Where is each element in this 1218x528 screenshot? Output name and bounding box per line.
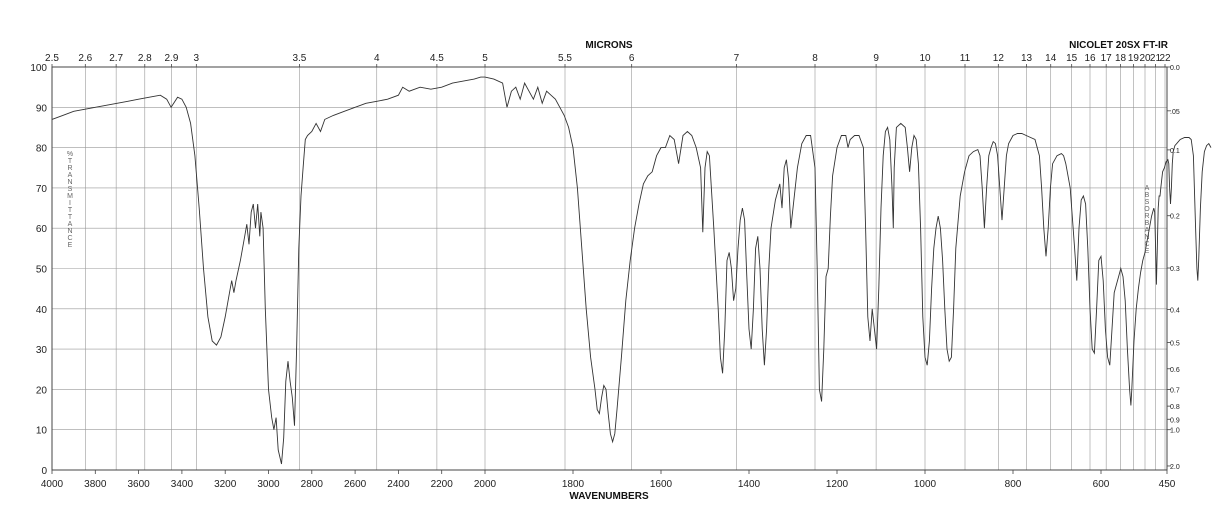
transmittance-tick-label: 40 (36, 305, 48, 316)
micron-tick-label: 17 (1101, 53, 1113, 64)
micron-tick-label: 21 (1150, 53, 1162, 64)
micron-tick-label: 12 (993, 53, 1005, 64)
wavenumber-tick-label: 2800 (301, 479, 324, 490)
micron-tick-label: 4 (374, 53, 380, 64)
absorbance-tick-label: 0.9 (1170, 417, 1180, 424)
grid-layer (51, 66, 1167, 471)
instrument-label: NICOLET 20SX FT-IR (1069, 40, 1169, 51)
wavenumbers-label: WAVENUMBERS (569, 491, 649, 502)
wavenumber-tick-label: 600 (1093, 479, 1110, 490)
micron-tick-label: 4.5 (430, 53, 444, 64)
micron-tick-label: 2.9 (164, 53, 178, 64)
wavenumber-tick-label: 3600 (127, 479, 150, 490)
wavenumber-tick-label: 1000 (914, 479, 937, 490)
micron-tick-label: 11 (960, 53, 971, 64)
spectrum-line (51, 76, 1212, 465)
transmittance-tick-label: 60 (36, 224, 48, 235)
micron-tick-label: 9 (873, 53, 879, 64)
absorbance-tick-label: .05 (1170, 109, 1180, 116)
transmittance-tick-label: 10 (36, 426, 48, 437)
wavenumber-tick-label: 800 (1005, 479, 1022, 490)
wavenumber-tick-label: 3000 (257, 479, 280, 490)
micron-tick-label: 10 (919, 53, 931, 64)
micron-tick-label: 16 (1084, 53, 1096, 64)
micron-tick-label: 18 (1115, 53, 1127, 64)
micron-tick-label: 14 (1045, 53, 1057, 64)
wavenumber-tick-label: 2200 (431, 479, 454, 490)
wavenumber-tick-label: 2600 (344, 479, 367, 490)
plot-frame (51, 66, 1168, 471)
micron-tick-label: 3.5 (292, 53, 306, 64)
absorbance-tick-label: 0.4 (1170, 308, 1180, 315)
micron-tick-label: 20 (1139, 53, 1151, 64)
microns-label: MICRONS (585, 40, 633, 51)
wavenumber-tick-label: 1400 (738, 479, 761, 490)
wavenumber-tick-label: 450 (1159, 479, 1176, 490)
absorbance-tick-label: 2.0 (1170, 464, 1180, 471)
wavenumber-tick-label: 1600 (650, 479, 673, 490)
wavenumber-tick-label: 2400 (387, 479, 410, 490)
wavenumber-tick-label: 3200 (214, 479, 237, 490)
micron-tick-label: 2.8 (138, 53, 152, 64)
transmittance-tick-label: 20 (36, 385, 48, 396)
micron-tick-label: 2.7 (109, 53, 123, 64)
wavenumber-tick-label: 3800 (84, 479, 107, 490)
absorbance-tick-label: 0.1 (1170, 148, 1180, 155)
transmittance-tick-label: 0 (41, 466, 47, 477)
absorbance-tick-label: 0.7 (1170, 388, 1180, 395)
micron-tick-label: 5 (482, 53, 488, 64)
wavenumber-tick-label: 2000 (474, 479, 497, 490)
wavenumber-tick-label: 1200 (826, 479, 849, 490)
micron-tick-label: 19 (1128, 53, 1140, 64)
absorbance-tick-label: 0.6 (1170, 367, 1180, 374)
micron-tick-label: 8 (812, 53, 818, 64)
absorbance-tick-label: 0.2 (1170, 214, 1180, 221)
wavenumber-tick-label: 4000 (41, 479, 64, 490)
wavenumber-tick-label: 1800 (562, 479, 585, 490)
transmittance-tick-label: 80 (36, 144, 48, 155)
transmittance-label: %TRANSMITTANCE (66, 151, 73, 249)
transmittance-tick-label: 90 (36, 103, 48, 114)
absorbance-label: ABSORBANCE (1143, 185, 1150, 255)
micron-tick-label: 13 (1021, 53, 1033, 64)
micron-tick-label: 22 (1159, 53, 1171, 64)
micron-tick-label: 15 (1066, 53, 1078, 64)
wavenumber-tick-label: 3400 (171, 479, 194, 490)
absorbance-tick-label: 0.8 (1170, 404, 1180, 411)
transmittance-tick-label: 70 (36, 184, 48, 195)
transmittance-tick-label: 30 (36, 345, 48, 356)
micron-tick-label: 6 (629, 53, 635, 64)
micron-tick-label: 5.5 (558, 53, 572, 64)
micron-tick-label: 2.6 (78, 53, 92, 64)
absorbance-tick-label: 0.0 (1170, 65, 1180, 72)
absorbance-tick-label: 1.0 (1170, 428, 1180, 435)
micron-tick-label: 7 (734, 53, 740, 64)
absorbance-tick-label: 0.5 (1170, 341, 1180, 348)
absorbance-tick-label: 0.3 (1170, 266, 1180, 273)
micron-tick-label: 3 (194, 53, 200, 64)
transmittance-tick-label: 100 (30, 63, 47, 74)
transmittance-tick-label: 50 (36, 265, 48, 276)
micron-tick-label: 2.5 (45, 53, 59, 64)
